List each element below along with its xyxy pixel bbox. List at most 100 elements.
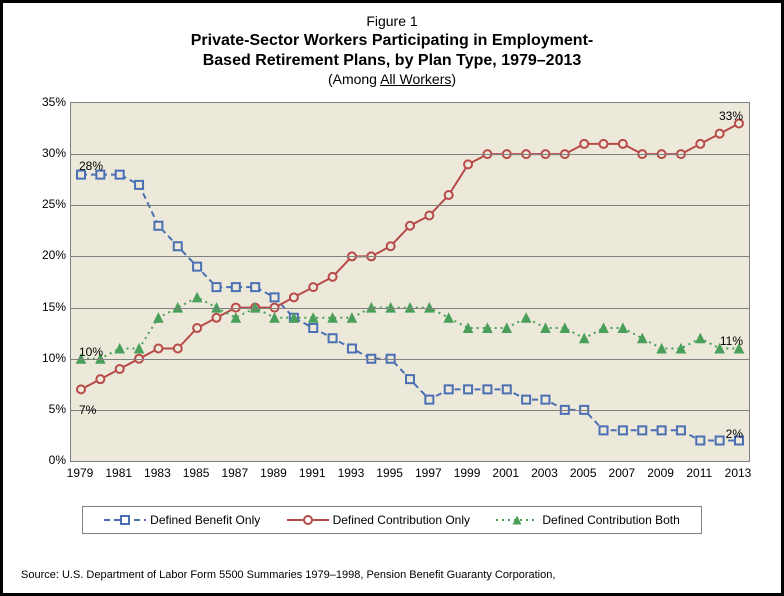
marker-circle (619, 140, 627, 148)
marker-circle (329, 273, 337, 281)
marker-circle (716, 130, 724, 138)
marker-circle (600, 140, 608, 148)
marker-circle (174, 344, 182, 352)
marker-circle (696, 140, 704, 148)
marker-triangle (580, 334, 589, 343)
marker-triangle (270, 313, 279, 322)
legend: Defined Benefit Only Defined Contribution… (82, 506, 702, 534)
y-axis-label: 20% (26, 248, 66, 262)
source-text: Source: U.S. Department of Labor Form 55… (21, 569, 555, 581)
x-axis-label: 1987 (221, 466, 248, 480)
x-axis-label: 1989 (260, 466, 287, 480)
marker-square (425, 396, 433, 404)
gridline (71, 359, 749, 360)
legend-item-both: Defined Contribution Both (496, 513, 679, 527)
legend-label: Defined Benefit Only (150, 513, 260, 527)
y-axis-label: 35% (26, 95, 66, 109)
x-axis-label: 1979 (67, 466, 94, 480)
marker-square (348, 344, 356, 352)
marker-circle (116, 365, 124, 373)
marker-square (696, 437, 704, 445)
marker-circle (212, 314, 220, 322)
chart-title-line2: Based Retirement Plans, by Plan Type, 19… (15, 51, 769, 71)
marker-square (541, 396, 549, 404)
y-axis-label: 10% (26, 351, 66, 365)
y-axis-label: 5% (26, 402, 66, 416)
marker-triangle (444, 313, 453, 322)
x-axis-label: 1985 (183, 466, 210, 480)
marker-triangle (522, 313, 531, 322)
marker-square (619, 426, 627, 434)
marker-triangle (193, 293, 202, 302)
figure-frame: Figure 1 Private-Sector Workers Particip… (0, 0, 784, 596)
y-axis-label: 25% (26, 197, 66, 211)
x-axis-label: 2009 (647, 466, 674, 480)
chart-area: 28%7%10%33%11%2% 0%5%10%15%20%25%30%35%1… (22, 92, 762, 492)
subtitle-underlined: All Workers (380, 71, 451, 87)
x-axis-label: 1995 (376, 466, 403, 480)
marker-circle (96, 375, 104, 383)
marker-square (271, 293, 279, 301)
marker-triangle (502, 324, 511, 333)
x-axis-label: 2011 (686, 466, 712, 480)
gridline (71, 205, 749, 206)
marker-square (600, 426, 608, 434)
marker-circle (464, 160, 472, 168)
legend-swatch (287, 513, 329, 527)
y-axis-label: 30% (26, 146, 66, 160)
marker-square (658, 426, 666, 434)
figure-label: Figure 1 (15, 13, 769, 31)
x-axis-label: 1981 (105, 466, 132, 480)
marker-circle (406, 222, 414, 230)
data-callout: 28% (79, 159, 103, 173)
x-axis-label: 2001 (492, 466, 519, 480)
marker-square (716, 437, 724, 445)
marker-triangle (599, 324, 608, 333)
marker-square (154, 222, 162, 230)
x-axis-label: 2013 (725, 466, 752, 480)
gridline (71, 308, 749, 309)
marker-triangle (347, 313, 356, 322)
x-axis-label: 1993 (338, 466, 365, 480)
data-callout: 2% (726, 427, 743, 441)
legend-item-dc: Defined Contribution Only (287, 513, 470, 527)
marker-square (677, 426, 685, 434)
legend-label: Defined Contribution Both (542, 513, 679, 527)
subtitle-prefix: (Among (328, 71, 380, 87)
marker-triangle (231, 313, 240, 322)
marker-square (445, 385, 453, 393)
x-axis-label: 1983 (144, 466, 171, 480)
data-callout: 33% (719, 109, 743, 123)
marker-triangle (657, 344, 666, 353)
marker-triangle (154, 313, 163, 322)
marker-circle (77, 385, 85, 393)
marker-triangle (115, 344, 124, 353)
marker-circle (580, 140, 588, 148)
marker-circle (154, 344, 162, 352)
marker-circle (309, 283, 317, 291)
marker-circle (387, 242, 395, 250)
data-callout: 10% (79, 345, 103, 359)
marker-triangle (696, 334, 705, 343)
marker-square (329, 334, 337, 342)
marker-triangle (541, 324, 550, 333)
data-callout: 11% (720, 334, 743, 348)
x-axis-label: 2007 (609, 466, 636, 480)
subtitle-suffix: ) (451, 71, 456, 87)
plot-area: 28% 7% 10% 33% 11% 2% (70, 102, 750, 462)
marker-circle (445, 191, 453, 199)
marker-square (212, 283, 220, 291)
marker-square (406, 375, 414, 383)
legend-label: Defined Contribution Only (333, 513, 470, 527)
marker-square (251, 283, 259, 291)
chart-subtitle: (Among All Workers) (15, 71, 769, 89)
legend-swatch (496, 513, 538, 527)
title-block: Figure 1 Private-Sector Workers Particip… (15, 13, 769, 88)
data-callout: 7% (79, 403, 96, 417)
chart-title-line1: Private-Sector Workers Participating in … (15, 31, 769, 51)
marker-square (135, 181, 143, 189)
marker-square (174, 242, 182, 250)
marker-circle (193, 324, 201, 332)
x-axis-label: 1991 (299, 466, 326, 480)
marker-square (638, 426, 646, 434)
